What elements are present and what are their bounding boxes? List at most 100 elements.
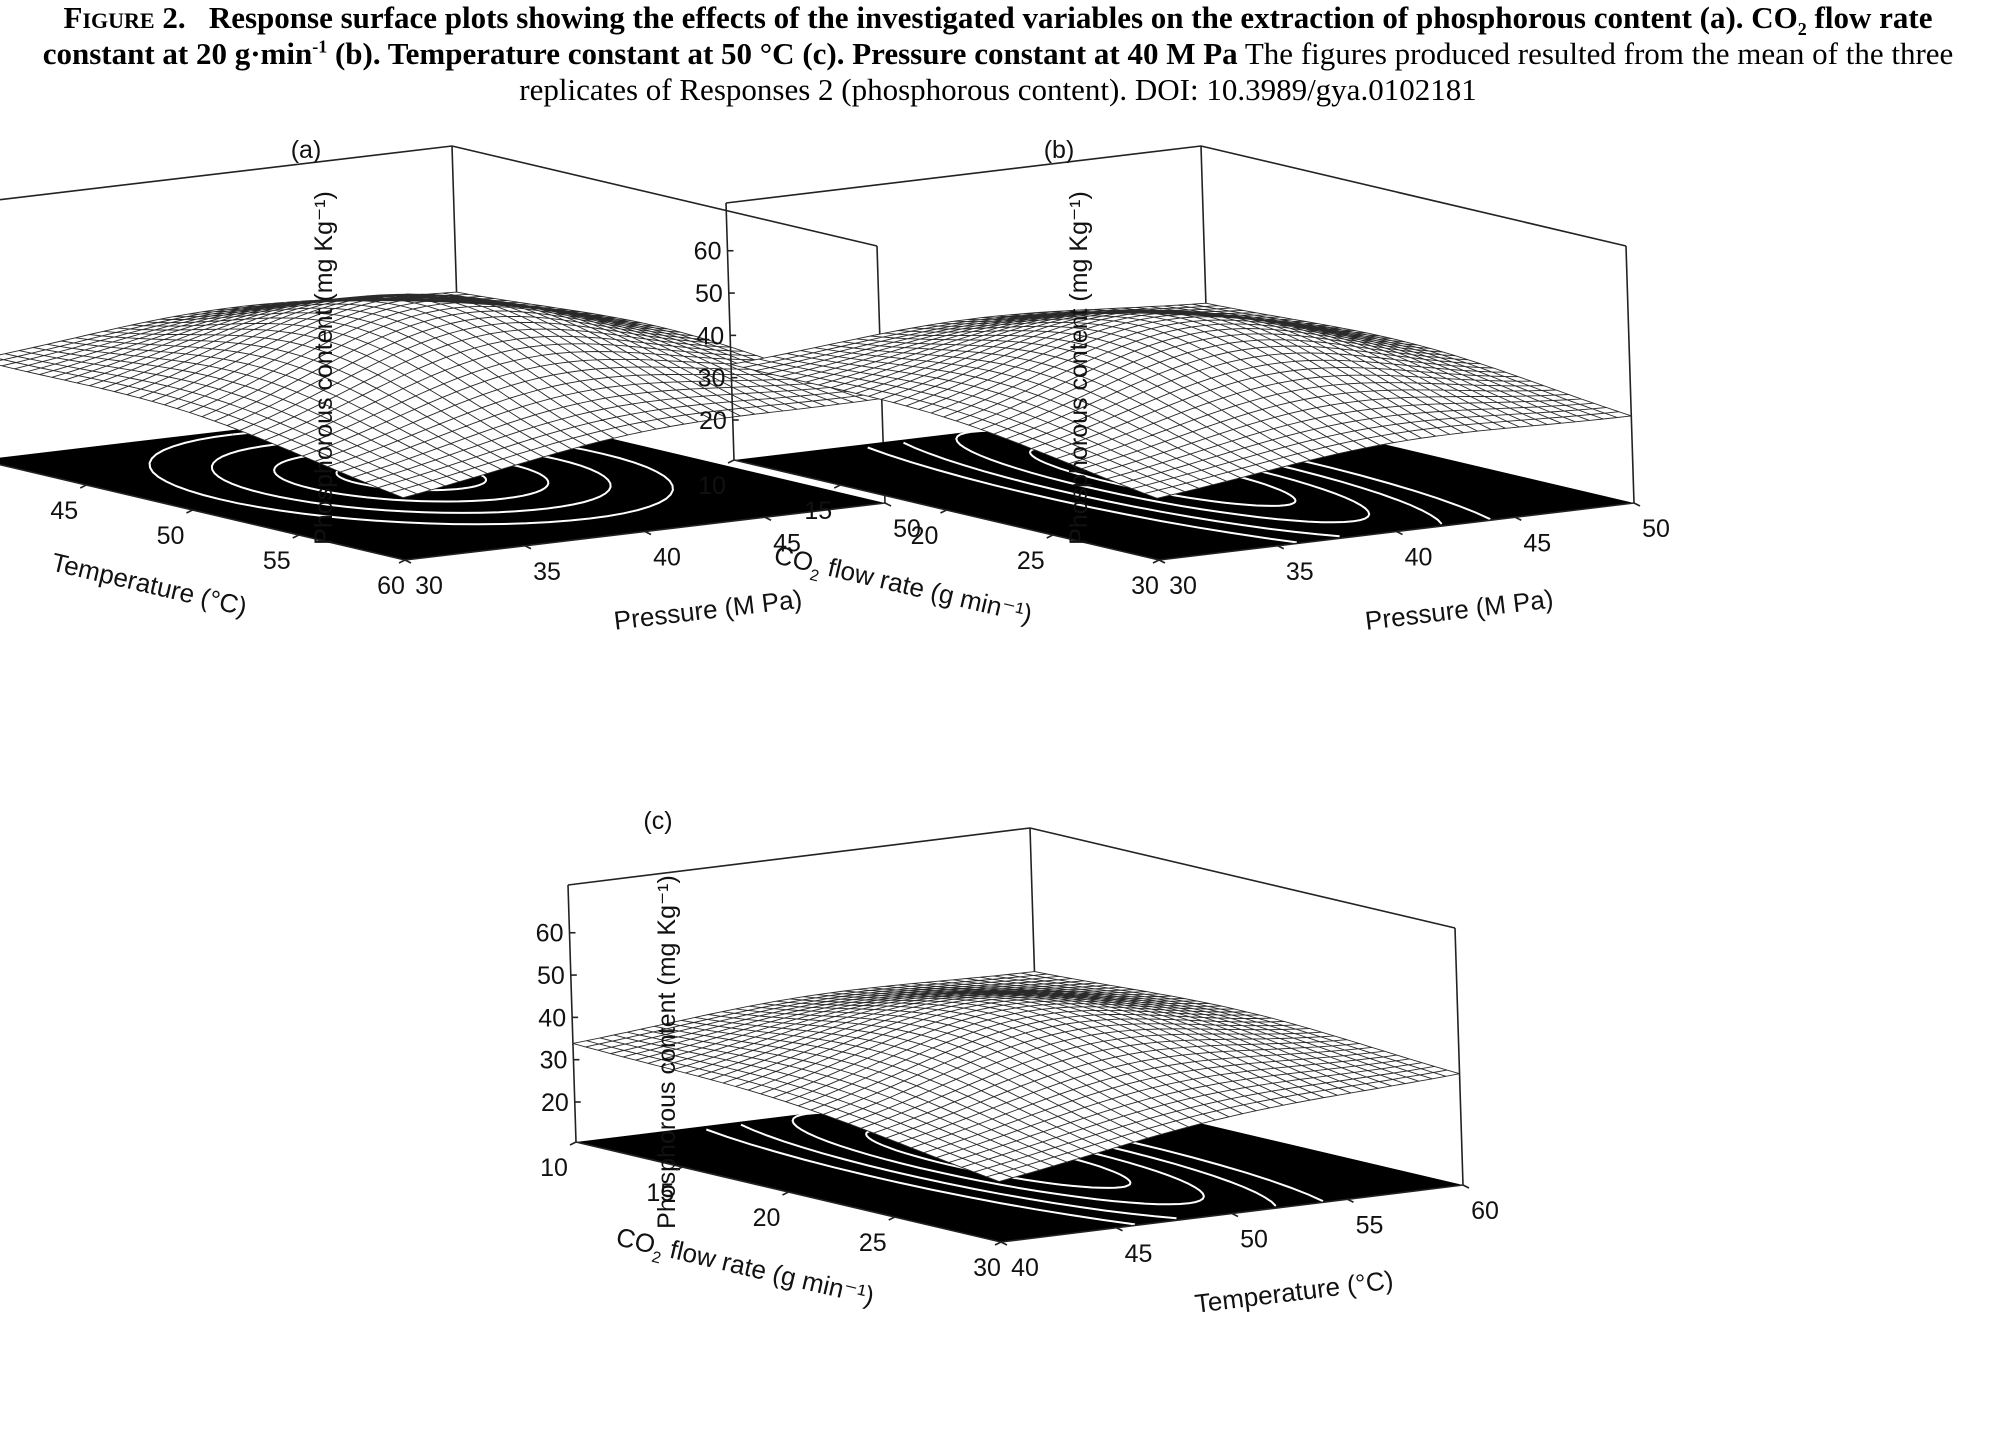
- y-tick: [1116, 1227, 1123, 1232]
- x-tick: [675, 1166, 683, 1171]
- frame-edge: [567, 827, 1031, 886]
- x-tick-label: 30: [973, 1254, 1001, 1282]
- surface-plot-b: 20 30 40 50 60 Phosphorous content (mg Kg⁻¹) (…: [694, 136, 1670, 636]
- surface-mesh: [0, 291, 882, 499]
- caption-bold-2: flow rate constant at 20 g·min: [42, 0, 1933, 71]
- y-tick-label: 40: [1011, 1254, 1039, 1282]
- y-tick-label: 50: [1240, 1226, 1268, 1254]
- y-tick-label: 35: [1286, 558, 1314, 586]
- x-tick-label: 10: [540, 1154, 568, 1182]
- caption-bold-1: Response surface plots showing the effec…: [208, 0, 1798, 35]
- x-tick: [569, 1141, 577, 1146]
- x-tick-label: 30: [1131, 572, 1159, 600]
- y-tick-label: 35: [533, 558, 561, 586]
- z-tick-label: 30: [540, 1047, 568, 1075]
- x-tick-label: 15: [646, 1179, 674, 1207]
- surface-cells: [0, 291, 882, 499]
- x-tick: [782, 1191, 789, 1196]
- x-tick-label: 10: [698, 472, 726, 500]
- x-tick-label: 15: [804, 497, 832, 525]
- y-tick: [1158, 559, 1166, 564]
- y-tick: [1514, 516, 1522, 521]
- x-tick: [940, 509, 947, 514]
- z-tick-label: 40: [696, 322, 724, 350]
- x-tick-label: 25: [859, 1229, 887, 1257]
- z-tick-label: 30: [698, 365, 726, 393]
- y-tick: [1462, 1184, 1470, 1189]
- z-axis-title: Phosphorous content (mg Kg⁻¹): [1065, 191, 1093, 545]
- x-tick-label: 20: [753, 1204, 781, 1232]
- axis-frame: [725, 145, 1635, 561]
- z-tick-label: 50: [537, 962, 565, 990]
- figure-label: Figure 2.: [63, 0, 186, 35]
- frame-edge: [1625, 245, 1635, 504]
- y-tick: [644, 530, 652, 536]
- x-tick: [994, 1241, 1002, 1246]
- z-tick-label: 50: [695, 280, 723, 308]
- z-tick-label: 40: [538, 1004, 566, 1032]
- frame-edge: [0, 145, 453, 201]
- y-tick-label: 45: [1125, 1240, 1153, 1268]
- surface-cells: [572, 971, 1460, 1182]
- frame-edge: [451, 145, 878, 247]
- y-tick-label: 50: [1642, 515, 1670, 543]
- y-tick-label: 40: [1405, 544, 1433, 572]
- x-tick: [888, 1216, 896, 1221]
- x-tick: [292, 534, 300, 539]
- z-axis-title: Phosphorous content (mg Kg⁻¹): [310, 191, 338, 545]
- caption-plain: The figures produced resulted from the m…: [519, 36, 1954, 107]
- x-tick-label: 20: [911, 522, 939, 550]
- x-axis-title: CO2 flow rate (g min⁻¹): [612, 1221, 877, 1316]
- y-tick-label: 45: [1523, 529, 1551, 557]
- caption-sup: -1: [312, 36, 328, 57]
- y-tick: [524, 545, 532, 550]
- y-axis-title: Pressure (M Pa): [612, 584, 803, 636]
- figure-caption: Figure 2. Response surface plots showing…: [10, 0, 1986, 108]
- x-tick-label: 55: [263, 547, 291, 575]
- z-axis-title: Phosphorous content (mg Kg⁻¹): [653, 875, 681, 1229]
- y-tick-label: 45: [773, 529, 801, 557]
- x-tick: [833, 484, 841, 489]
- frame-edge: [725, 202, 735, 461]
- x-tick: [186, 509, 193, 514]
- panel-label: (a): [291, 136, 322, 164]
- surface-cells: [730, 302, 1632, 499]
- frame-edge: [1029, 827, 1456, 929]
- x-tick-label: 50: [157, 522, 185, 550]
- y-tick: [404, 559, 412, 564]
- panel-label: (b): [1044, 136, 1075, 164]
- panel-label: (c): [643, 807, 672, 835]
- frame-edge: [1200, 145, 1627, 247]
- y-tick-label: 30: [1169, 572, 1197, 600]
- y-axis-title: Pressure (M Pa): [1363, 584, 1554, 636]
- y-tick: [1231, 1212, 1239, 1218]
- surface-mesh: [572, 971, 1460, 1182]
- y-tick: [1396, 530, 1403, 536]
- frame-edge: [725, 145, 1202, 204]
- surface-mesh: [730, 302, 1632, 499]
- caption-bold-3: (b). Temperature constant at 50 °C (c). …: [334, 36, 1238, 71]
- x-tick: [1046, 534, 1054, 539]
- x-tick: [1152, 559, 1160, 564]
- x-tick: [727, 459, 735, 464]
- y-tick: [764, 516, 772, 521]
- y-tick-label: 50: [893, 515, 921, 543]
- x-axis-title: Temperature (°C): [49, 547, 250, 622]
- caption-sub-2: 2: [1797, 19, 1807, 40]
- y-axis-title: Temperature (°C): [1193, 1265, 1395, 1319]
- frame-edge: [1454, 927, 1464, 1186]
- x-tick-label: 45: [50, 497, 78, 525]
- y-tick: [1000, 1241, 1008, 1246]
- x-tick-label: 60: [377, 572, 405, 600]
- z-tick-label: 20: [699, 407, 727, 435]
- y-tick-label: 60: [1471, 1197, 1499, 1225]
- y-tick: [1633, 502, 1641, 507]
- z-tick-label: 60: [536, 920, 564, 948]
- y-tick-label: 40: [653, 544, 681, 572]
- y-tick-label: 30: [415, 572, 443, 600]
- x-tick: [79, 484, 87, 489]
